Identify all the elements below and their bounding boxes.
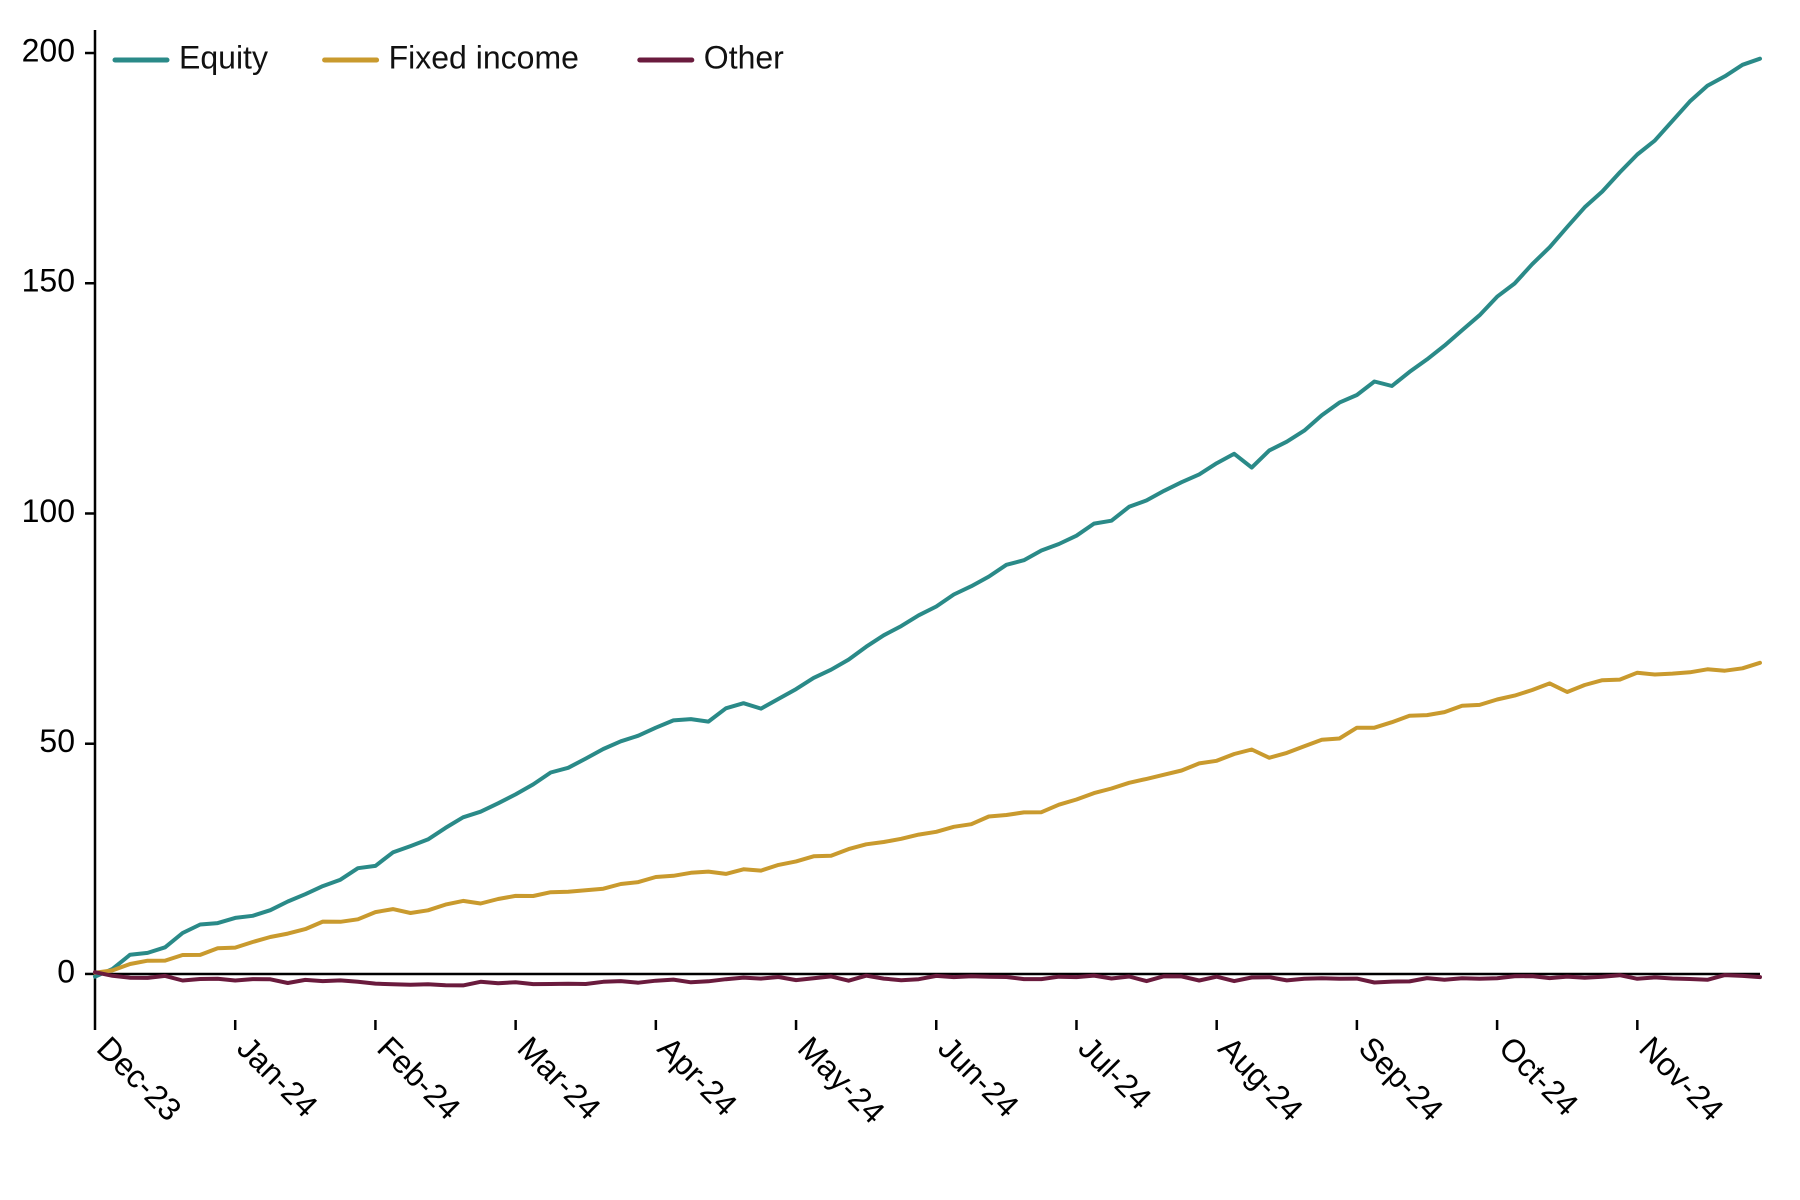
y-tick-label: 50: [39, 723, 75, 759]
x-tick-label: Jun-24: [931, 1029, 1026, 1124]
y-tick-label: 150: [22, 263, 75, 299]
x-tick-label: Sep-24: [1352, 1029, 1450, 1127]
legend-label: Other: [704, 39, 784, 75]
y-tick-label: 200: [22, 32, 75, 68]
x-tick-label: Nov-24: [1632, 1029, 1730, 1127]
chart-canvas: 0 50 100 150 200 Dec-23 Jan-24 Feb-24 Mar-24 Apr-…: [0, 0, 1800, 1200]
x-tick-label: May-24: [791, 1029, 892, 1130]
legend-label: Fixed income: [389, 39, 579, 75]
x-tick-label: Oct-24: [1492, 1029, 1585, 1122]
y-tick-label: 100: [22, 493, 75, 529]
legend-label: Equity: [179, 39, 268, 75]
legend: Equity Fixed income Other: [115, 39, 784, 75]
x-tick-label: Apr-24: [651, 1029, 744, 1122]
x-tick-label: Dec-23: [90, 1029, 188, 1127]
series-line-fixed-income: [95, 663, 1760, 973]
x-tick-label: Aug-24: [1212, 1029, 1310, 1127]
series-line-equity: [95, 59, 1760, 977]
x-tick-label: Jan-24: [230, 1029, 325, 1124]
line-chart: 0 50 100 150 200 Dec-23 Jan-24 Feb-24 Mar-24 Apr-…: [0, 0, 1800, 1200]
x-tick-label: Mar-24: [511, 1029, 608, 1126]
x-tick-label: Feb-24: [370, 1029, 467, 1126]
x-tick-label: Jul-24: [1072, 1029, 1159, 1116]
y-tick-label: 0: [57, 953, 75, 989]
